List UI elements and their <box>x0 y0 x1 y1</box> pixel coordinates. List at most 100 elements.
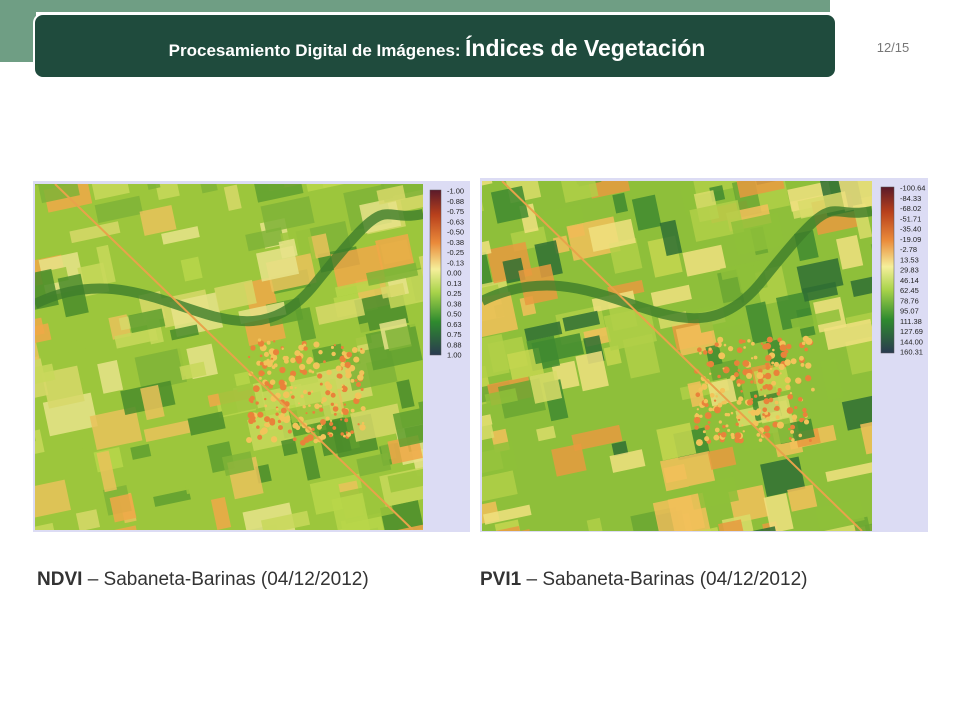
urban-pixel <box>313 362 320 369</box>
colorbar-label: 0.50 <box>447 310 462 319</box>
field <box>706 129 726 168</box>
urban-pixel <box>737 369 740 372</box>
urban-pixel <box>746 373 752 379</box>
field <box>428 538 446 558</box>
urban-pixel <box>710 393 715 398</box>
urban-pixel <box>762 344 768 350</box>
urban-pixel <box>264 352 269 357</box>
urban-pixel <box>275 412 278 415</box>
urban-pixel <box>789 437 792 440</box>
urban-pixel <box>801 363 805 367</box>
urban-pixel <box>273 340 275 342</box>
urban-pixel <box>741 380 744 383</box>
urban-pixel <box>293 437 297 441</box>
urban-pixel <box>319 405 322 408</box>
urban-pixel <box>798 397 803 402</box>
field <box>753 128 793 170</box>
colorbar-label: 13.53 <box>900 255 919 264</box>
urban-pixel <box>319 408 323 412</box>
field <box>0 248 36 295</box>
urban-pixel <box>340 418 342 420</box>
urban-pixel <box>276 408 279 411</box>
urban-pixel <box>257 435 262 440</box>
colorbar-label: -0.38 <box>447 238 464 247</box>
urban-pixel <box>320 419 326 425</box>
urban-pixel <box>715 428 720 433</box>
urban-pixel <box>361 406 366 411</box>
urban-pixel <box>257 412 263 418</box>
colorbar-label: -35.40 <box>900 225 921 234</box>
field <box>0 220 4 253</box>
urban-pixel <box>767 337 773 343</box>
urban-pixel <box>265 423 270 428</box>
field <box>772 137 815 177</box>
field <box>137 156 157 173</box>
field <box>936 486 960 512</box>
urban-pixel <box>694 425 699 430</box>
urban-pixel <box>770 368 772 370</box>
urban-pixel <box>325 381 331 387</box>
urban-pixel <box>362 422 365 425</box>
field <box>941 511 960 546</box>
urban-pixel <box>290 358 296 364</box>
urban-pixel <box>764 394 767 397</box>
urban-pixel <box>765 363 768 366</box>
field <box>358 90 402 118</box>
urban-pixel <box>803 412 808 417</box>
field <box>67 622 98 642</box>
urban-pixel <box>802 408 807 413</box>
urban-pixel <box>267 341 271 345</box>
field <box>865 89 884 106</box>
field <box>270 152 305 184</box>
urban-pixel <box>747 339 750 342</box>
field <box>864 82 908 101</box>
urban-pixel <box>290 391 293 394</box>
field <box>164 128 193 162</box>
field <box>348 97 380 117</box>
urban-pixel <box>307 357 313 363</box>
caption-bold: PVI1 <box>480 569 522 590</box>
urban-pixel <box>267 370 271 374</box>
urban-pixel <box>696 417 699 420</box>
colorbar-label: -100.64 <box>900 184 925 193</box>
urban-pixel <box>329 422 333 426</box>
field <box>394 86 413 115</box>
urban-pixel <box>788 428 790 430</box>
field <box>877 535 920 559</box>
colorbar-label: 0.38 <box>447 299 462 308</box>
urban-pixel <box>270 379 276 385</box>
urban-pixel <box>351 409 355 413</box>
urban-pixel <box>291 395 295 399</box>
field <box>718 519 746 547</box>
caption: NDVI – Sabaneta-Barinas (04/12/2012) <box>37 569 369 590</box>
caption-text: – Sabaneta-Barinas (04/12/2012) <box>88 569 369 590</box>
urban-pixel <box>805 363 811 369</box>
field <box>817 90 856 129</box>
field <box>39 600 81 637</box>
urban-pixel <box>704 436 709 441</box>
urban-pixel <box>341 346 344 349</box>
urban-pixel <box>787 394 793 400</box>
field <box>727 533 761 568</box>
urban-pixel <box>790 425 795 430</box>
urban-pixel <box>250 345 255 350</box>
urban-pixel <box>809 439 812 442</box>
urban-pixel <box>283 391 290 398</box>
field <box>727 540 780 569</box>
field <box>302 537 342 557</box>
urban-pixel <box>721 432 727 438</box>
field <box>779 139 812 156</box>
field <box>0 329 17 364</box>
urban-pixel <box>326 370 331 375</box>
urban-pixel <box>705 412 712 419</box>
field <box>478 600 507 628</box>
urban-pixel <box>358 423 360 425</box>
urban-pixel <box>737 383 741 387</box>
urban-pixel <box>775 401 779 405</box>
urban-pixel <box>767 376 769 378</box>
urban-pixel <box>333 406 339 412</box>
field <box>605 530 660 564</box>
urban-pixel <box>355 392 362 399</box>
title-part: Índices de Vegetación <box>465 34 705 61</box>
urban-pixel <box>723 366 730 373</box>
